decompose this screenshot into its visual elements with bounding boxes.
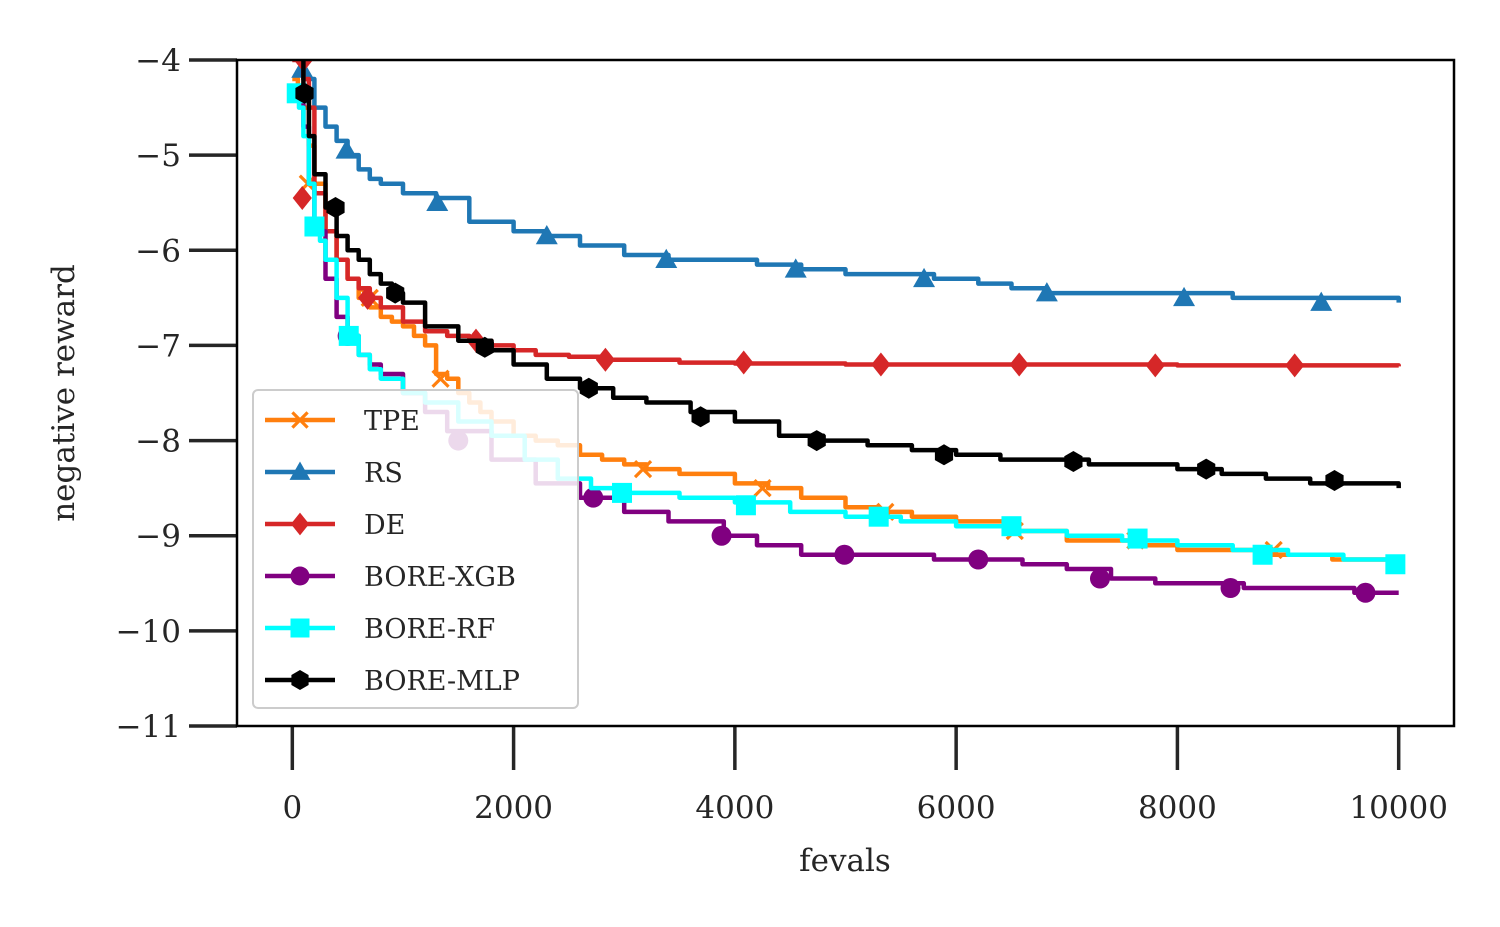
series-rs — [291, 60, 1401, 311]
legend-marker-de — [290, 512, 310, 536]
series-rs-marker — [1173, 286, 1196, 307]
x-tick-label: 6000 — [917, 790, 996, 826]
series-tpe-marker-stroke-b — [431, 369, 450, 388]
series-de-marker — [595, 347, 616, 372]
legend-label-rs: RS — [364, 458, 403, 489]
series-rs-marker — [913, 267, 936, 288]
series-bore-mlp-marker — [386, 282, 405, 304]
series-tpe-marker — [633, 459, 653, 479]
legend-marker-tpe — [291, 411, 309, 429]
legend-item-tpe: TPE — [265, 406, 420, 437]
series-rs-marker — [1310, 291, 1333, 311]
y-tick-label: −8 — [135, 424, 181, 460]
legend-label-bore-xgb: BORE-XGB — [364, 562, 516, 593]
legend-label-de: DE — [364, 510, 405, 541]
series-rs-line — [301, 60, 1401, 303]
series-bore-xgb-marker — [968, 549, 989, 570]
series-rs-marker — [1035, 282, 1058, 302]
series-rs-marker — [784, 258, 807, 278]
series-rs-marker — [655, 248, 678, 269]
legend-box — [252, 389, 579, 709]
series-bore-xgb-marker — [1355, 582, 1376, 603]
x-tick-label: 8000 — [1138, 790, 1217, 826]
series-de-marker — [1145, 353, 1165, 378]
legend-marker-rs — [289, 461, 311, 480]
series-rs-marker — [426, 191, 449, 211]
axis-ticks: 0 2000 4000 6000 8000 10000 −11 −10 −9 −8 −7 −6 −5 −4 — [116, 43, 1448, 826]
series-de-marker — [357, 285, 378, 310]
series-bore-xgb-marker — [711, 525, 732, 546]
series-de-marker — [871, 352, 891, 377]
x-axis-label: fevals — [799, 843, 891, 879]
series-bore-mlp-marker — [1325, 470, 1344, 491]
x-tick-label: 2000 — [474, 790, 553, 826]
series-bore-mlp-marker — [295, 82, 314, 104]
legend-item-bore-rf: BORE-RF — [265, 614, 495, 645]
series-bore-mlp — [295, 60, 1401, 491]
x-tick-label: 0 — [282, 790, 302, 826]
legend-item-de: DE — [265, 510, 405, 541]
series-bore-xgb-marker — [1220, 578, 1241, 599]
x-tick-label: 10000 — [1349, 790, 1448, 826]
series-tpe-marker — [753, 479, 772, 498]
series-layer — [286, 60, 1406, 603]
y-tick-label: −11 — [116, 709, 181, 745]
legend-marker-tpe-stroke-b — [291, 411, 309, 429]
y-tick-label: −9 — [135, 519, 181, 555]
series-bore-rf-marker — [338, 325, 359, 346]
y-tick-label: −5 — [135, 138, 181, 174]
series-rs-marker — [535, 225, 558, 245]
series-bore-xgb-line — [292, 86, 1399, 596]
y-tick-label: −10 — [116, 614, 181, 650]
series-bore-rf-marker — [612, 482, 633, 503]
series-tpe-marker — [431, 369, 450, 388]
series-bore-mlp-marker — [934, 444, 954, 466]
legend-item-bore-mlp: BORE-MLP — [265, 666, 520, 697]
series-bore-mlp-marker — [1064, 451, 1083, 472]
series-bore-mlp-marker — [579, 377, 598, 399]
legend-marker-bore-rf — [290, 618, 310, 638]
legend-item-bore-xgb: BORE-XGB — [265, 562, 516, 593]
y-tick-label: −4 — [135, 43, 181, 79]
legend-marker-bore-mlp — [291, 670, 309, 690]
series-tpe-marker-stroke-b — [753, 479, 772, 498]
legend-label-bore-mlp: BORE-MLP — [364, 666, 520, 697]
series-bore-xgb-marker — [1089, 568, 1110, 589]
legend-marker-bore-xgb — [290, 566, 310, 586]
series-de-marker — [734, 350, 754, 375]
series-de-line — [292, 60, 1401, 368]
plot-frame — [235, 58, 1456, 728]
series-bore-rf-marker — [1001, 516, 1022, 537]
series-bore-mlp-marker — [326, 197, 345, 218]
legend-label-tpe: TPE — [364, 406, 420, 437]
series-de-marker — [292, 185, 312, 210]
legend: TPE RS DE BORE-XGB BORE-RF BORE-MLP — [252, 389, 579, 709]
series-bore-rf-marker — [868, 506, 889, 527]
series-bore-rf-marker — [735, 495, 756, 516]
series-de-marker — [1009, 352, 1029, 377]
series-bore-mlp-marker — [1197, 458, 1216, 480]
series-bore-rf-marker — [1252, 544, 1273, 565]
legend-item-rs: RS — [265, 458, 403, 489]
legend-label-bore-rf: BORE-RF — [364, 614, 495, 645]
y-tick-label: −7 — [135, 328, 181, 364]
series-bore-mlp-marker — [691, 406, 710, 428]
y-axis-label: negative reward — [46, 264, 82, 522]
series-rs-marker — [335, 139, 358, 159]
series-tpe-marker-stroke-b — [633, 459, 653, 479]
series-bore-xgb-marker — [583, 487, 604, 508]
x-tick-label: 4000 — [695, 790, 774, 826]
series-bore-rf-marker — [1127, 528, 1148, 549]
series-bore-mlp-marker — [807, 430, 826, 452]
series-bore-mlp-marker — [475, 336, 494, 358]
y-tick-label: −6 — [135, 233, 181, 269]
series-bore-rf-marker — [1385, 554, 1406, 575]
series-de-marker — [1285, 353, 1305, 378]
series-bore-xgb-marker — [834, 544, 855, 565]
series-bore-rf-marker — [304, 216, 325, 237]
